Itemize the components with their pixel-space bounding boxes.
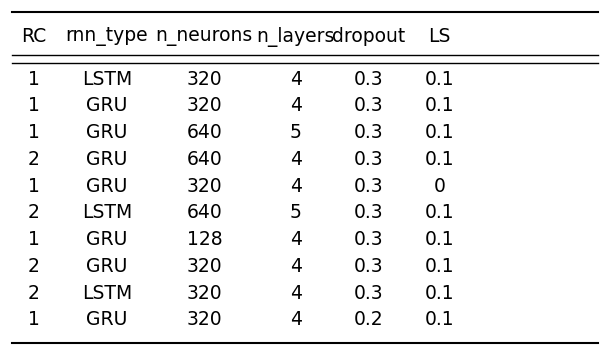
Text: LSTM: LSTM <box>82 70 132 89</box>
Text: 5: 5 <box>290 203 302 222</box>
Text: 0.3: 0.3 <box>354 284 384 303</box>
Text: n_layers: n_layers <box>257 27 335 47</box>
Text: 0.3: 0.3 <box>354 96 384 115</box>
Text: 320: 320 <box>187 284 222 303</box>
Text: 2: 2 <box>27 150 40 169</box>
Text: GRU: GRU <box>86 123 127 142</box>
Text: 0.1: 0.1 <box>425 257 454 276</box>
Text: 320: 320 <box>187 257 222 276</box>
Text: 4: 4 <box>290 230 302 249</box>
Text: 320: 320 <box>187 310 222 329</box>
Text: LSTM: LSTM <box>82 284 132 303</box>
Text: 4: 4 <box>290 96 302 115</box>
Text: 0.3: 0.3 <box>354 257 384 276</box>
Text: 4: 4 <box>290 150 302 169</box>
Text: 1: 1 <box>27 310 40 329</box>
Text: 0.1: 0.1 <box>425 150 454 169</box>
Text: 0.3: 0.3 <box>354 123 384 142</box>
Text: 4: 4 <box>290 177 302 196</box>
Text: rnn_type: rnn_type <box>65 27 148 46</box>
Text: 0.2: 0.2 <box>354 310 384 329</box>
Text: 1: 1 <box>27 123 40 142</box>
Text: 1: 1 <box>27 96 40 115</box>
Text: 320: 320 <box>187 96 222 115</box>
Text: 0.1: 0.1 <box>425 284 454 303</box>
Text: 640: 640 <box>187 203 222 222</box>
Text: GRU: GRU <box>86 150 127 169</box>
Text: 0.3: 0.3 <box>354 70 384 89</box>
Text: dropout: dropout <box>332 27 406 46</box>
Text: LSTM: LSTM <box>82 203 132 222</box>
Text: 1: 1 <box>27 230 40 249</box>
Text: GRU: GRU <box>86 96 127 115</box>
Text: 4: 4 <box>290 70 302 89</box>
Text: 320: 320 <box>187 70 222 89</box>
Text: 0.3: 0.3 <box>354 177 384 196</box>
Text: 2: 2 <box>27 257 40 276</box>
Text: 0.3: 0.3 <box>354 230 384 249</box>
Text: 0.1: 0.1 <box>425 96 454 115</box>
Text: GRU: GRU <box>86 177 127 196</box>
Text: 0.1: 0.1 <box>425 123 454 142</box>
Text: 4: 4 <box>290 257 302 276</box>
Text: 2: 2 <box>27 203 40 222</box>
Text: 128: 128 <box>187 230 222 249</box>
Text: 2: 2 <box>27 284 40 303</box>
Text: 4: 4 <box>290 284 302 303</box>
Text: GRU: GRU <box>86 310 127 329</box>
Text: 0.1: 0.1 <box>425 70 454 89</box>
Text: 1: 1 <box>27 177 40 196</box>
Text: 0.3: 0.3 <box>354 150 384 169</box>
Text: 0: 0 <box>433 177 445 196</box>
Text: GRU: GRU <box>86 230 127 249</box>
Text: 640: 640 <box>187 123 222 142</box>
Text: 1: 1 <box>27 70 40 89</box>
Text: LS: LS <box>428 27 450 46</box>
Text: 640: 640 <box>187 150 222 169</box>
Text: 5: 5 <box>290 123 302 142</box>
Text: 0.1: 0.1 <box>425 230 454 249</box>
Text: RC: RC <box>21 27 46 46</box>
Text: 0.1: 0.1 <box>425 310 454 329</box>
Text: GRU: GRU <box>86 257 127 276</box>
Text: 0.1: 0.1 <box>425 203 454 222</box>
Text: 320: 320 <box>187 177 222 196</box>
Text: n_neurons: n_neurons <box>156 27 253 46</box>
Text: 4: 4 <box>290 310 302 329</box>
Text: 0.3: 0.3 <box>354 203 384 222</box>
